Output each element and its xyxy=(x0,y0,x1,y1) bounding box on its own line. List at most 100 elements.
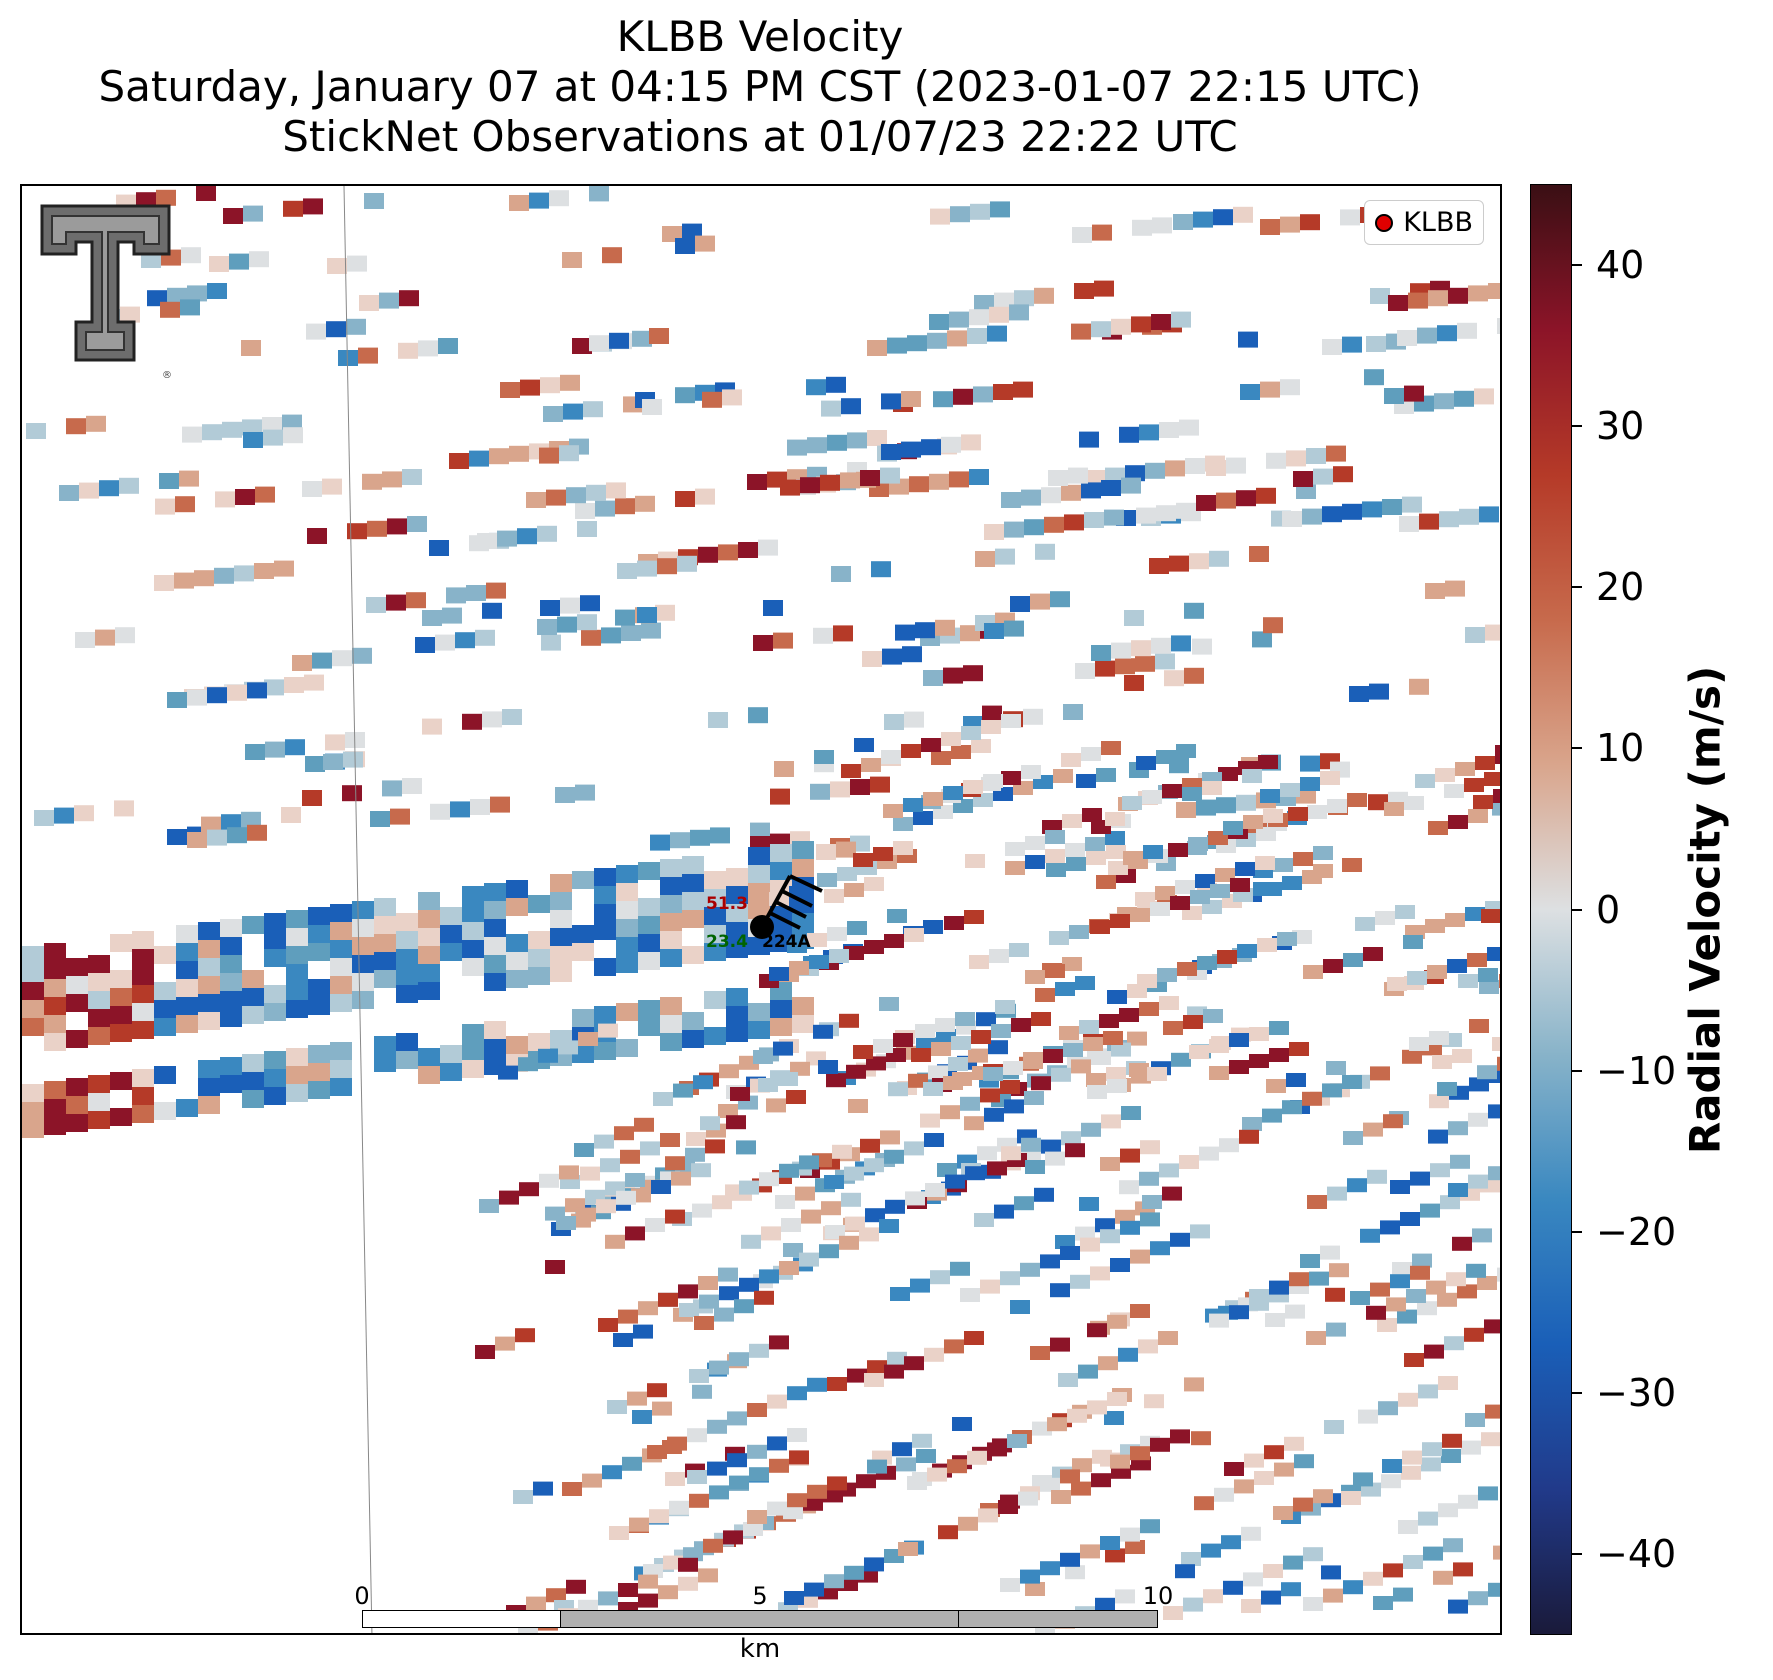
velocity-bin xyxy=(1062,957,1082,971)
velocity-bin xyxy=(1393,1587,1413,1602)
velocity-bin xyxy=(739,1180,759,1195)
velocity-bin xyxy=(1238,331,1258,348)
velocity-bin xyxy=(1014,1196,1034,1211)
velocity-bin xyxy=(1300,777,1320,791)
velocity-bin xyxy=(660,949,682,967)
velocity-bin xyxy=(905,1191,925,1206)
velocity-bin xyxy=(550,946,572,964)
velocity-bin xyxy=(518,1625,538,1633)
velocity-bin xyxy=(816,844,836,860)
velocity-bin xyxy=(198,958,220,976)
velocity-bin xyxy=(770,1018,792,1036)
velocity-bin xyxy=(902,646,922,663)
velocity-bin xyxy=(352,937,374,955)
colorbar-tick-label: −20 xyxy=(1596,1209,1677,1254)
velocity-bin xyxy=(1229,1060,1249,1074)
velocity-bin xyxy=(931,1042,951,1056)
velocity-bin xyxy=(616,1039,638,1057)
velocity-bin xyxy=(853,1045,873,1059)
velocity-bin xyxy=(1034,1187,1054,1202)
velocity-bin xyxy=(34,810,54,826)
velocity-bin xyxy=(1209,550,1229,567)
velocity-bin xyxy=(227,684,247,701)
colorbar-tick-label: 0 xyxy=(1596,887,1621,932)
velocity-bin xyxy=(910,1278,930,1293)
velocity-bin xyxy=(374,898,396,916)
velocity-bin xyxy=(242,1006,264,1024)
velocity-bin xyxy=(220,1009,242,1027)
velocity-bin xyxy=(950,206,970,223)
velocity-bin xyxy=(973,386,993,403)
velocity-bin xyxy=(1282,876,1302,890)
velocity-bin xyxy=(1285,1304,1305,1319)
velocity-bin xyxy=(577,614,597,631)
velocity-bin xyxy=(338,350,358,366)
velocity-bin xyxy=(346,318,366,335)
velocity-bin xyxy=(1044,516,1064,533)
velocity-bin xyxy=(844,1166,864,1181)
velocity-bin xyxy=(983,1067,1003,1081)
velocity-bin xyxy=(1021,489,1041,506)
velocity-bin xyxy=(947,330,967,347)
velocity-bin xyxy=(792,997,814,1015)
velocity-bin xyxy=(1184,1377,1204,1392)
velocity-bin xyxy=(620,1149,640,1164)
velocity-bin xyxy=(1477,1276,1497,1290)
velocity-bin xyxy=(1171,311,1191,328)
velocity-bin xyxy=(308,1081,330,1099)
velocity-bin xyxy=(1107,1314,1127,1329)
velocity-bin xyxy=(462,958,484,976)
velocity-bin xyxy=(677,555,697,572)
velocity-bin xyxy=(616,901,638,919)
velocity-bin xyxy=(1342,858,1362,872)
velocity-bin xyxy=(1418,1384,1438,1399)
velocity-bin xyxy=(1437,325,1457,342)
velocity-bin xyxy=(1249,546,1269,562)
velocity-bin xyxy=(638,952,660,970)
velocity-bin xyxy=(1274,1462,1294,1477)
velocity-bin xyxy=(1286,450,1306,467)
velocity-bin xyxy=(462,922,484,940)
velocity-bin xyxy=(1369,683,1389,700)
velocity-bin xyxy=(176,943,198,961)
velocity-bin xyxy=(885,1199,905,1214)
velocity-bin xyxy=(1401,1465,1421,1480)
velocity-bin xyxy=(343,751,363,768)
velocity-bin xyxy=(827,1377,847,1391)
velocity-bin xyxy=(282,414,302,431)
velocity-bin xyxy=(132,1069,154,1087)
velocity-bin xyxy=(1454,390,1474,407)
velocity-bin xyxy=(1300,1254,1320,1268)
velocity-bin xyxy=(1478,1486,1498,1501)
velocity-bin xyxy=(322,478,342,495)
scale-bar xyxy=(362,1610,1158,1628)
velocity-bin xyxy=(330,922,352,940)
velocity-bin xyxy=(529,192,549,209)
velocity-bin xyxy=(948,1057,968,1071)
velocity-bin xyxy=(971,1030,991,1044)
legend-label: KLBB xyxy=(1403,207,1473,238)
velocity-bin xyxy=(1324,1420,1344,1434)
velocity-bin xyxy=(1467,953,1487,967)
velocity-bin xyxy=(738,542,758,558)
velocity-bin xyxy=(1322,506,1342,523)
colorbar-tick-label: 20 xyxy=(1596,565,1645,610)
scale-tick-5: 5 xyxy=(752,1582,768,1610)
velocity-bin xyxy=(286,928,308,946)
velocity-bin xyxy=(1326,445,1346,462)
velocity-bin xyxy=(242,1072,264,1090)
velocity-bin xyxy=(787,939,807,953)
velocity-bin xyxy=(167,829,187,845)
velocity-bin xyxy=(844,1565,864,1580)
velocity-bin xyxy=(964,1116,984,1131)
velocity-bin xyxy=(1125,1540,1145,1554)
velocity-bin xyxy=(826,376,846,393)
velocity-bin xyxy=(352,991,374,1009)
velocity-bin xyxy=(665,1156,685,1171)
velocity-bin xyxy=(26,423,46,439)
velocity-bin xyxy=(1025,1160,1045,1174)
velocity-bin xyxy=(245,744,265,760)
velocity-bin xyxy=(927,332,947,349)
velocity-bin xyxy=(1429,1094,1449,1109)
velocity-bin xyxy=(546,489,566,506)
